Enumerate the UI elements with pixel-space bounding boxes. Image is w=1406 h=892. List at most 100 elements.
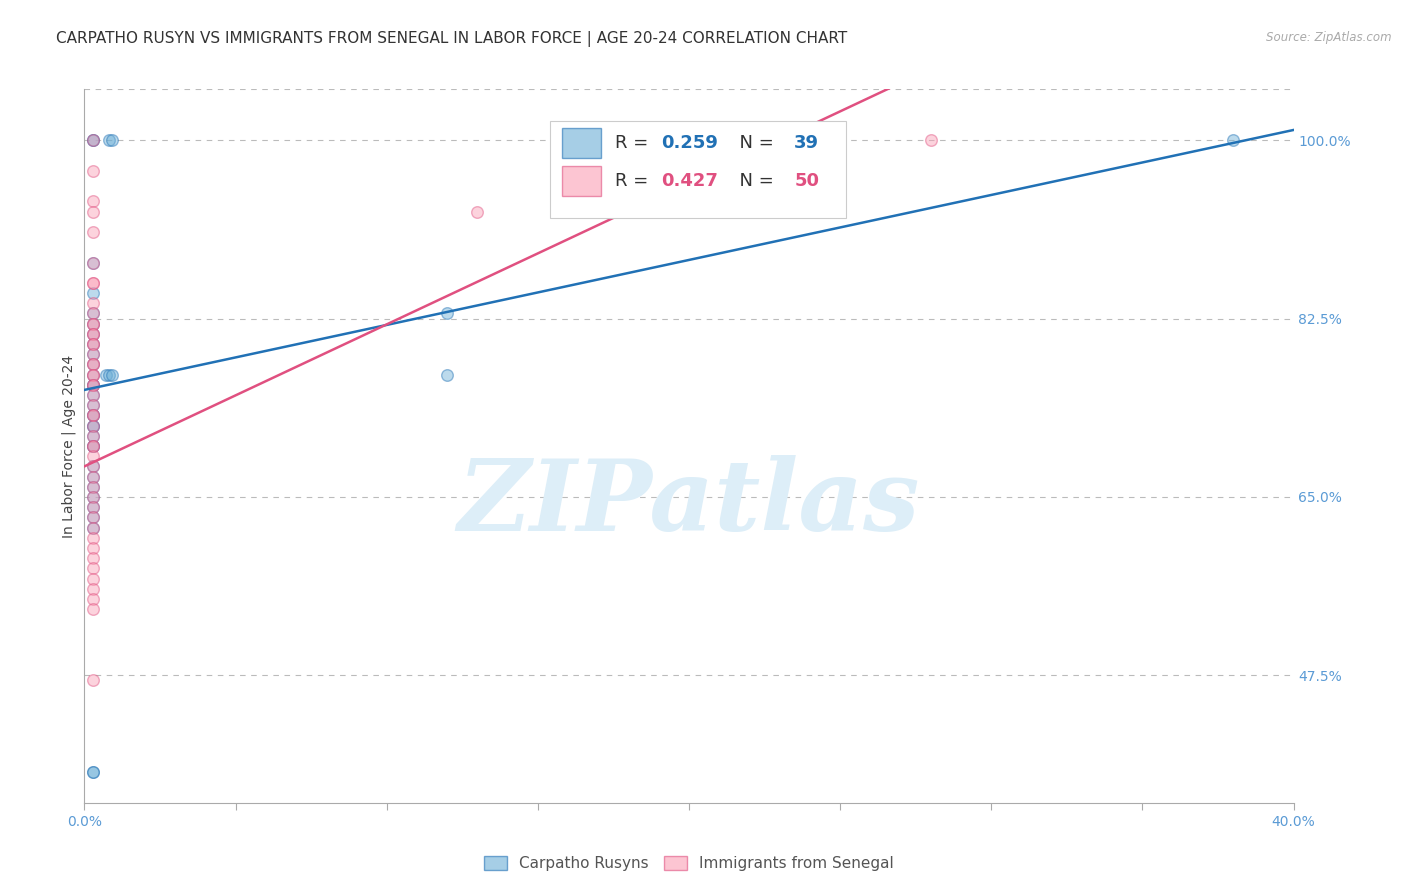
- Point: [82, 358, 104, 372]
- Point: [82, 531, 104, 545]
- Point: [82, 439, 104, 453]
- Point: [82, 510, 104, 524]
- Point: [82, 204, 104, 219]
- Point: [82, 133, 104, 147]
- Point: [82, 480, 104, 494]
- Bar: [562, 128, 600, 159]
- Text: CARPATHO RUSYN VS IMMIGRANTS FROM SENEGAL IN LABOR FORCE | AGE 20-24 CORRELATION: CARPATHO RUSYN VS IMMIGRANTS FROM SENEGA…: [56, 31, 848, 47]
- Point: [82, 296, 104, 310]
- Point: [82, 306, 104, 320]
- Point: [82, 347, 104, 361]
- Point: [82, 133, 104, 147]
- Text: N =: N =: [728, 135, 779, 153]
- Point: [82, 439, 104, 453]
- Point: [82, 255, 104, 269]
- Point: [82, 368, 104, 382]
- Point: [82, 409, 104, 423]
- Point: [82, 317, 104, 331]
- Point: [82, 225, 104, 239]
- Point: [97, 368, 120, 382]
- Point: [82, 377, 104, 392]
- Point: [82, 572, 104, 586]
- Point: [82, 317, 104, 331]
- Point: [82, 541, 104, 555]
- Point: [82, 510, 104, 524]
- Point: [82, 326, 104, 341]
- Point: [82, 388, 104, 402]
- Point: [82, 306, 104, 320]
- Point: [82, 591, 104, 606]
- Text: R =: R =: [616, 135, 654, 153]
- Point: [1222, 133, 1244, 147]
- Point: [82, 480, 104, 494]
- Point: [82, 163, 104, 178]
- Point: [920, 133, 942, 147]
- Point: [82, 469, 104, 483]
- Point: [82, 459, 104, 474]
- Point: [82, 418, 104, 433]
- FancyBboxPatch shape: [550, 121, 846, 218]
- Text: R =: R =: [616, 171, 654, 189]
- Point: [82, 388, 104, 402]
- Text: ZIPatlas: ZIPatlas: [458, 455, 920, 551]
- Point: [82, 317, 104, 331]
- Point: [82, 398, 104, 412]
- Point: [82, 358, 104, 372]
- Point: [82, 368, 104, 382]
- Point: [82, 194, 104, 209]
- Point: [82, 377, 104, 392]
- Point: [82, 449, 104, 463]
- Point: [82, 337, 104, 351]
- Point: [82, 286, 104, 301]
- Text: 0.427: 0.427: [661, 171, 718, 189]
- Point: [82, 255, 104, 269]
- Point: [436, 306, 458, 320]
- Text: Source: ZipAtlas.com: Source: ZipAtlas.com: [1267, 31, 1392, 45]
- Bar: [562, 166, 600, 195]
- Point: [82, 561, 104, 575]
- Point: [97, 133, 120, 147]
- Point: [82, 469, 104, 483]
- Y-axis label: In Labor Force | Age 20-24: In Labor Force | Age 20-24: [62, 354, 76, 538]
- Point: [82, 418, 104, 433]
- Point: [82, 398, 104, 412]
- Point: [82, 429, 104, 443]
- Point: [82, 377, 104, 392]
- Point: [82, 347, 104, 361]
- Point: [467, 204, 489, 219]
- Point: [82, 337, 104, 351]
- Point: [436, 368, 458, 382]
- Point: [82, 133, 104, 147]
- Point: [82, 439, 104, 453]
- Point: [82, 520, 104, 534]
- Point: [82, 582, 104, 596]
- Point: [82, 337, 104, 351]
- Point: [82, 459, 104, 474]
- Point: [82, 409, 104, 423]
- Point: [82, 418, 104, 433]
- Point: [82, 358, 104, 372]
- Text: 0.259: 0.259: [661, 135, 718, 153]
- Point: [82, 500, 104, 515]
- Point: [82, 377, 104, 392]
- Point: [82, 500, 104, 515]
- Point: [100, 133, 122, 147]
- Point: [82, 673, 104, 688]
- Point: [94, 368, 117, 382]
- Point: [82, 490, 104, 504]
- Point: [82, 326, 104, 341]
- Point: [82, 551, 104, 566]
- Point: [82, 276, 104, 290]
- Point: [82, 439, 104, 453]
- Text: 39: 39: [794, 135, 820, 153]
- Point: [100, 368, 122, 382]
- Point: [82, 765, 104, 780]
- Point: [82, 520, 104, 534]
- Text: 50: 50: [794, 171, 820, 189]
- Text: N =: N =: [728, 171, 779, 189]
- Point: [82, 602, 104, 616]
- Point: [82, 276, 104, 290]
- Point: [82, 409, 104, 423]
- Legend: Carpatho Rusyns, Immigrants from Senegal: Carpatho Rusyns, Immigrants from Senegal: [478, 850, 900, 877]
- Point: [82, 409, 104, 423]
